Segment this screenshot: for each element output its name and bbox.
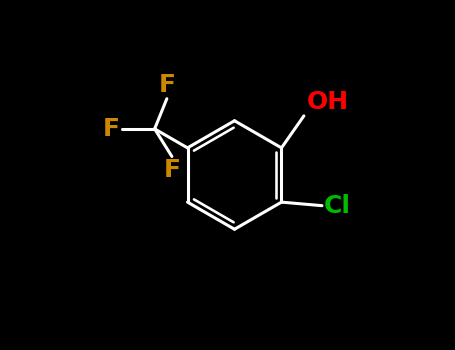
Text: F: F [158, 73, 175, 97]
Text: Cl: Cl [324, 194, 351, 218]
Text: OH: OH [307, 90, 349, 114]
Text: F: F [102, 117, 119, 141]
Text: F: F [163, 158, 180, 182]
